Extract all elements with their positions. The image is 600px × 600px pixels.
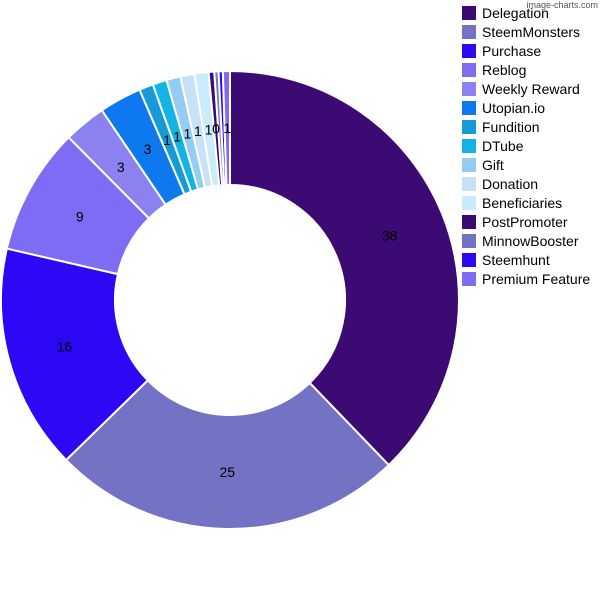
legend-label: Gift [482,156,504,173]
data-label-fundition: 1 [163,132,171,148]
legend-item-reblog: Reblog [462,60,590,79]
legend-label: Premium Feature [482,270,591,287]
legend-label: SteemMonsters [482,23,581,40]
legend-swatch [462,176,476,191]
data-label-gift: 1 [184,125,192,141]
legend-swatch [462,252,476,267]
slices-group [0,69,460,530]
legend-item-premium-feature: Premium Feature [462,269,590,288]
legend-swatch [462,43,476,58]
legend-label: Utopian.io [482,99,546,116]
legend-label: Fundition [482,118,540,135]
legend-swatch [462,138,476,153]
legend-label: Purchase [482,42,542,59]
legend-swatch [462,157,476,172]
legend-item-dtube: DTube [462,136,590,155]
data-label-dtube: 1 [173,128,181,144]
data-label-steemmonsters: 25 [220,464,236,480]
data-label-reblog: 9 [76,208,84,224]
data-label-postpromoter: 0 [212,121,220,137]
legend-label: PostPromoter [482,213,568,230]
legend-swatch [462,195,476,210]
legend-item-steemhunt: Steemhunt [462,250,590,269]
data-label-delegation: 38 [382,228,398,244]
legend-swatch [462,233,476,248]
legend-swatch [462,119,476,134]
watermark: image-charts.com [526,0,598,10]
legend-swatch [462,100,476,115]
legend-label: Donation [482,175,539,192]
legend-item-beneficiaries: Beneficiaries [462,193,590,212]
data-label-weekly-reward: 3 [117,159,125,175]
data-label-utopian-io: 3 [144,141,152,157]
data-label-beneficiaries: 1 [205,121,213,137]
data-label-donation: 1 [194,123,202,139]
legend-item-minnowbooster: MinnowBooster [462,231,590,250]
legend: Delegation SteemMonsters Purchase Reblog Wee… [462,3,590,288]
legend-swatch [462,62,476,77]
legend-item-purchase: Purchase [462,41,590,60]
legend-item-delegation: Delegation [462,3,590,22]
slice-steemmonsters [64,378,391,530]
legend-label: Weekly Reward [482,80,580,97]
legend-item-fundition: Fundition [462,117,590,136]
legend-swatch [462,5,476,20]
data-label-purchase: 16 [57,338,73,354]
legend-swatch [462,214,476,229]
legend-swatch [462,24,476,39]
legend-label: Delegation [482,4,549,21]
legend-item-steemmonsters: SteemMonsters [462,22,590,41]
slice-purchase [0,247,150,462]
slice-delegation [229,69,460,467]
legend-label: Reblog [482,61,527,78]
legend-label: Steemhunt [482,251,550,268]
data-label-premium-feature: 1 [223,120,231,136]
legend-swatch [462,271,476,286]
legend-swatch [462,81,476,96]
legend-item-utopian-io: Utopian.io [462,98,590,117]
legend-item-donation: Donation [462,174,590,193]
legend-label: MinnowBooster [482,232,579,249]
legend-item-gift: Gift [462,155,590,174]
slice-premium-feature [221,69,231,187]
legend-item-postpromoter: PostPromoter [462,212,590,231]
legend-label: DTube [482,137,524,154]
legend-item-weekly-reward: Weekly Reward [462,79,590,98]
legend-label: Beneficiaries [482,194,563,211]
